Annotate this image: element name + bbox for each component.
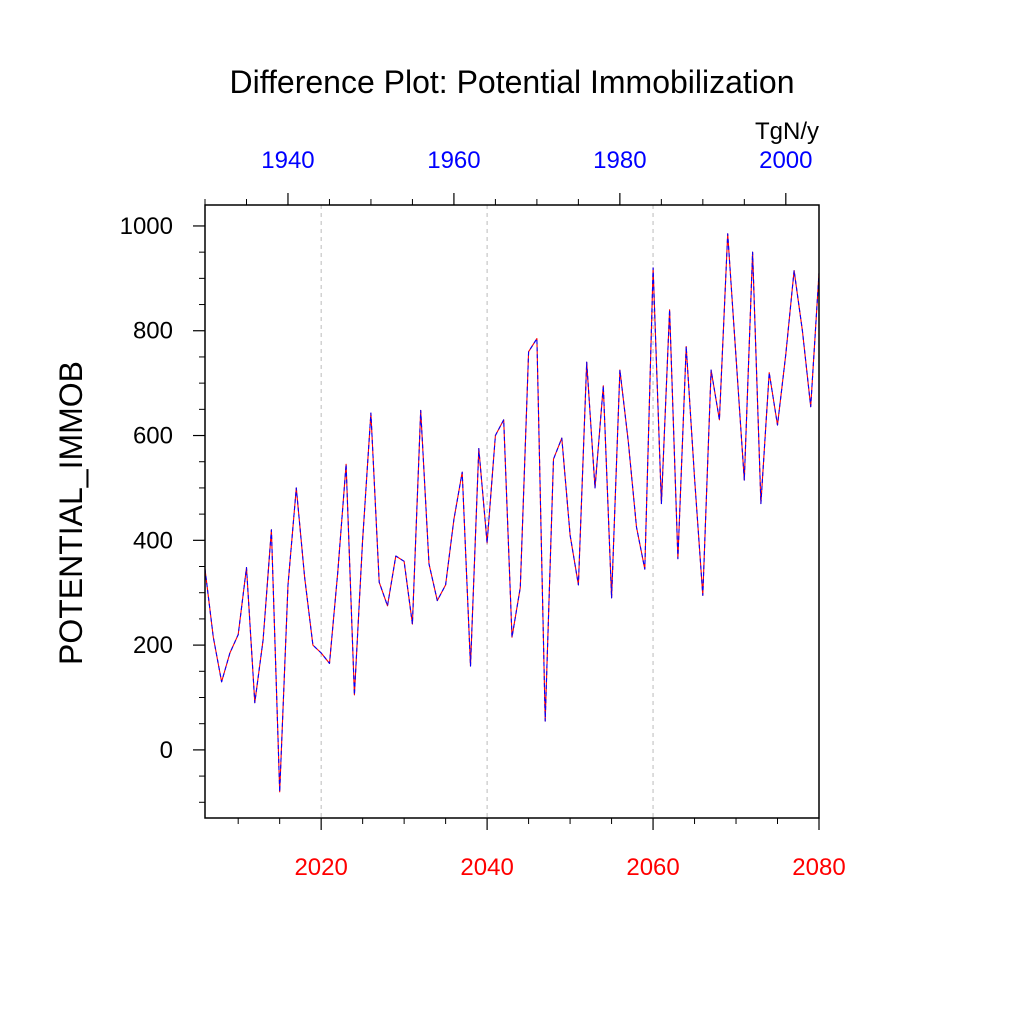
x-tick-label: 2080 [792, 854, 845, 881]
y-axis-label: POTENTIAL_IMMOB [53, 361, 89, 665]
y-tick-label: 0 [160, 737, 173, 764]
x-tick-label: 2040 [460, 854, 513, 881]
top-tick-label: 1940 [261, 147, 314, 174]
series-line-a [204, 233, 820, 793]
y-tick-label: 800 [133, 318, 173, 345]
top-tick-label: 1960 [427, 147, 480, 174]
grid [320, 205, 654, 818]
units-label: TgN/y [755, 118, 819, 145]
y-tick-label: 1000 [120, 213, 173, 240]
series-line-b [204, 233, 820, 793]
y-tick-label: 600 [133, 423, 173, 450]
series-layer [204, 233, 820, 793]
axes: 0 200 400 600 800 1000 2020 2040 2060 2080 1940 196… [120, 147, 846, 881]
top-tick-label: 1980 [593, 147, 646, 174]
y-tick-label: 400 [133, 527, 173, 554]
y-tick-label: 200 [133, 632, 173, 659]
plot-frame [204, 204, 820, 819]
x-tick-label: 2060 [626, 854, 679, 881]
chart-title: Difference Plot: Potential Immobilizatio… [229, 64, 794, 100]
top-tick-label: 2000 [759, 147, 812, 174]
x-tick-label: 2020 [294, 854, 347, 881]
